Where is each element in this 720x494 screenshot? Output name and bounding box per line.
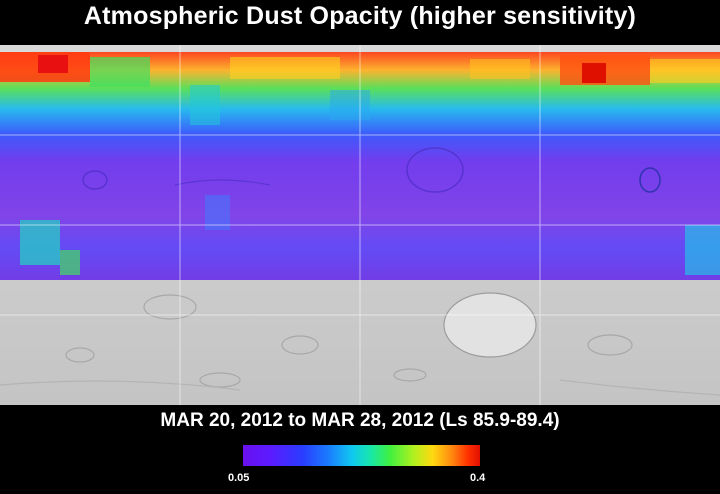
map-svg — [0, 45, 720, 405]
terrain-relief — [0, 292, 720, 396]
colorbar-max-label: 0.4 — [470, 472, 486, 484]
colorbar-min-label: 0.05 — [228, 472, 250, 484]
opacity-colorbar — [243, 445, 480, 466]
dust-opacity-map — [0, 45, 720, 405]
map-title: Atmospheric Dust Opacity (higher sensiti… — [83, 2, 637, 30]
date-range-label: MAR 20, 2012 to MAR 28, 2012 (Ls 85.9-89… — [160, 410, 560, 431]
graticule — [0, 45, 720, 405]
